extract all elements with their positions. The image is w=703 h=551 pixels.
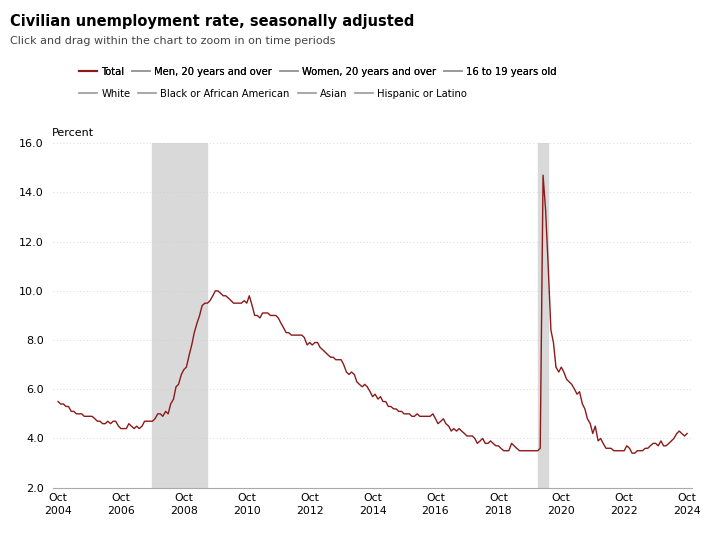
Text: Click and drag within the chart to zoom in on time periods: Click and drag within the chart to zoom … — [10, 36, 335, 46]
Legend: Total, Men, 20 years and over, Women, 20 years and over, 16 to 19 years old: Total, Men, 20 years and over, Women, 20… — [75, 63, 561, 81]
Legend: White, Black or African American, Asian, Hispanic or Latino: White, Black or African American, Asian,… — [75, 85, 471, 103]
Bar — [153, 143, 207, 488]
Bar — [538, 143, 548, 488]
Text: Civilian unemployment rate, seasonally adjusted: Civilian unemployment rate, seasonally a… — [10, 14, 414, 29]
Text: Percent: Percent — [52, 128, 94, 138]
